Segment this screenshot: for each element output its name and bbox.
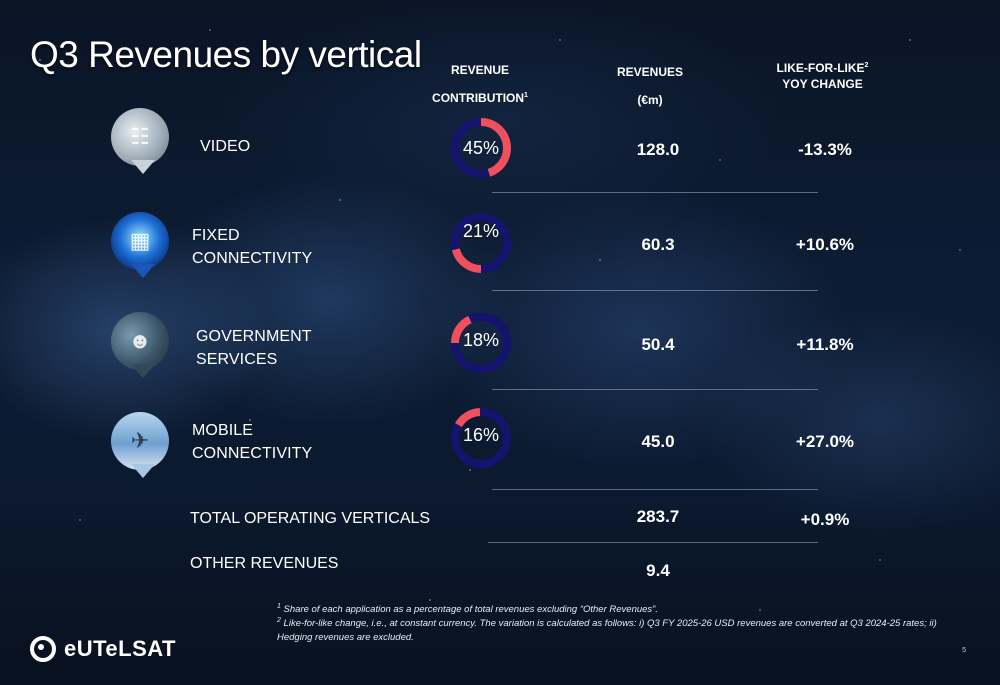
airplane-icon <box>111 412 169 470</box>
revenue-government-services: 50.4 <box>641 335 675 354</box>
airplane-glyph: ✈ <box>130 428 150 453</box>
tv-glyph: ☷ <box>130 124 150 149</box>
vertical-label-line1: MOBILE <box>192 422 254 439</box>
donut-government-services: 18% <box>450 312 512 374</box>
page-title: Q3 Revenues by vertical <box>30 34 422 75</box>
header-revenues-unit: (€m) <box>637 93 663 107</box>
other-revenues-label: OTHER REVENUES <box>190 555 339 572</box>
thumbnail-pointer <box>131 364 155 378</box>
change-government-services: +11.8% <box>796 335 854 354</box>
header-revenues-line1: REVENUES <box>616 65 684 79</box>
donut-chart <box>451 408 511 468</box>
header-revenues: REVENUES (€m) <box>600 58 700 114</box>
share-percent: 21% <box>462 220 500 241</box>
header-revenue-contribution-text: CONTRIBUTION <box>432 91 525 105</box>
donut-chart <box>451 213 511 273</box>
footnote-ref-1: 1 <box>524 92 528 99</box>
vertical-label-line1: GOVERNMENT <box>196 328 312 345</box>
thumbnail-pointer <box>131 464 155 478</box>
eutelsat-logo: eUTeLSAT <box>30 636 176 662</box>
header-revenue-contribution-line2: CONTRIBUTION1 <box>420 84 540 112</box>
vertical-label-video: VIDEO <box>200 135 250 158</box>
revenue-mobile-connectivity: 45.0 <box>641 432 675 451</box>
change-fixed-connectivity: +10.6% <box>795 235 855 254</box>
donut-share-arc <box>451 313 511 373</box>
footnote-2-marker: 2 <box>277 616 281 624</box>
footnote-2-text: Like-for-like change, i.e., at constant … <box>277 618 937 643</box>
donut-share-arc <box>451 213 511 273</box>
page-number: 5 <box>962 647 966 654</box>
video-thumbnail: ☷ <box>111 108 169 180</box>
vertical-label-fixed-connectivity: FIXED CONNECTIVITY <box>192 224 312 270</box>
thumbnail-pointer <box>131 264 155 278</box>
vertical-label-line2: SERVICES <box>196 351 278 368</box>
header-lfl-change: LIKE-FOR-LIKE2 YOY CHANGE <box>760 60 885 92</box>
footnotes: 1 Share of each application as a percent… <box>277 603 967 645</box>
total-change: +0.9% <box>800 510 850 529</box>
header-lfl-text: LIKE-FOR-LIKE <box>776 61 865 75</box>
fixed-connectivity-thumbnail: ▦ <box>111 212 169 284</box>
change-video: -13.3% <box>798 140 852 159</box>
header-revenue-contribution-line1: REVENUE <box>450 63 509 77</box>
donut-rest-arc <box>451 408 511 468</box>
revenue-fixed-connectivity: 60.3 <box>641 235 675 254</box>
vertical-label-mobile-connectivity: MOBILE CONNECTIVITY <box>192 419 312 465</box>
row-divider <box>492 489 818 490</box>
donut-chart <box>451 313 511 373</box>
footnote-1-text: Share of each application as a percentag… <box>280 604 658 615</box>
other-revenues-value: 9.4 <box>646 561 670 580</box>
government-services-thumbnail: ☻ <box>111 312 169 384</box>
total-label: TOTAL OPERATING VERTICALS <box>190 510 431 527</box>
donut-share-arc <box>451 118 511 178</box>
row-divider <box>492 389 818 390</box>
vertical-label-line1: VIDEO <box>200 138 251 155</box>
mobile-connectivity-thumbnail: ✈ <box>111 412 169 484</box>
eutelsat-logo-text: eUTeLSAT <box>64 636 176 661</box>
row-divider <box>492 192 818 193</box>
change-mobile-connectivity: +27.0% <box>795 432 855 451</box>
vertical-label-government-services: GOVERNMENT SERVICES <box>196 325 312 371</box>
vertical-label-line1: FIXED <box>192 227 240 244</box>
footnote-2: 2 Like-for-like change, i.e., at constan… <box>277 617 967 645</box>
chip-glyph: ▦ <box>129 228 151 253</box>
vertical-label-line2: CONNECTIVITY <box>192 445 313 462</box>
total-revenue: 283.7 <box>636 507 680 526</box>
header-lfl-line2: YOY CHANGE <box>782 77 863 91</box>
soldier-operator-icon <box>111 312 169 370</box>
thumbnail-pointer <box>131 160 155 174</box>
share-percent: 16% <box>462 424 500 445</box>
footnote-1-marker: 1 <box>277 602 281 610</box>
donut-video: 45% <box>450 117 512 179</box>
donut-fixed-connectivity: 21% <box>450 212 512 274</box>
footnote-1: 1 Share of each application as a percent… <box>277 603 967 617</box>
share-percent: 45% <box>462 137 500 158</box>
row-divider <box>492 290 818 291</box>
total-divider <box>488 542 818 543</box>
donut-mobile-connectivity: 16% <box>450 407 512 469</box>
share-percent: 18% <box>462 329 500 350</box>
home-cinema-icon <box>111 108 169 166</box>
header-lfl-line1: LIKE-FOR-LIKE2 <box>760 60 885 76</box>
eutelsat-logo-icon <box>30 636 56 662</box>
header-revenue-contribution: REVENUE CONTRIBUTION1 <box>420 56 540 112</box>
operator-glyph: ☻ <box>128 328 152 353</box>
vertical-label-line2: CONNECTIVITY <box>192 250 313 267</box>
revenue-video: 128.0 <box>636 140 680 159</box>
donut-chart <box>451 118 511 178</box>
footnote-ref-2: 2 <box>864 62 869 69</box>
circuit-chip-icon <box>111 212 169 270</box>
